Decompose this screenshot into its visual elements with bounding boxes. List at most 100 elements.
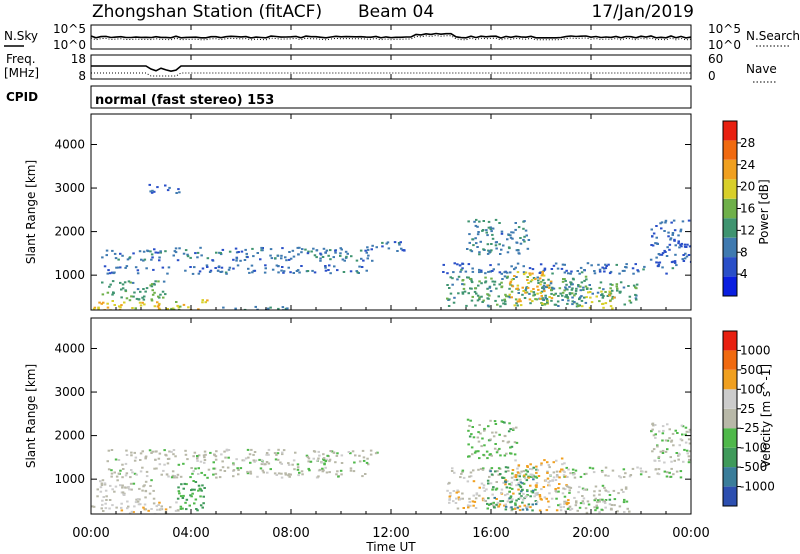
velocity-cell — [362, 456, 366, 459]
velocity-cell — [152, 497, 156, 500]
velocity-cell — [568, 505, 572, 508]
velocity-cell — [669, 456, 672, 459]
power-cell — [604, 291, 607, 293]
power-cell — [495, 287, 498, 290]
velocity-cell — [258, 458, 261, 461]
power-cell — [324, 266, 327, 269]
power-cell — [543, 290, 546, 293]
power-cell — [259, 258, 262, 261]
velocity-cell — [284, 472, 287, 475]
power-cell — [375, 246, 378, 249]
power-cell — [282, 270, 286, 273]
power-cell — [655, 225, 658, 227]
power-colorbar-tick-label: 28 — [740, 136, 755, 150]
velocity-cell — [523, 504, 526, 507]
velocity-cell — [540, 462, 543, 465]
nsearch-trace — [90, 34, 692, 41]
power-cell — [206, 257, 210, 260]
power-cell — [486, 293, 489, 296]
velocity-cell — [519, 481, 522, 484]
velocity-cell — [196, 509, 199, 512]
velocity-cell — [127, 505, 130, 508]
velocity-cell — [466, 418, 470, 421]
power-cell — [470, 279, 473, 282]
velocity-cell — [91, 505, 94, 508]
power-cell — [480, 282, 483, 285]
power-cell — [515, 241, 519, 244]
power-cell — [517, 300, 520, 303]
x-tick-label: 16:00 — [472, 526, 509, 541]
power-cell — [219, 271, 222, 273]
power-cell — [666, 246, 669, 249]
velocity-cell — [470, 446, 474, 449]
power-cell — [516, 284, 520, 287]
power-cell — [150, 258, 153, 261]
velocity-cell — [545, 509, 549, 512]
power-cell — [674, 244, 677, 247]
velocity-cell — [604, 489, 607, 492]
power-cell — [571, 283, 574, 286]
velocity-cell — [687, 455, 691, 458]
velocity-cell — [543, 459, 546, 462]
velocity-cell — [482, 486, 485, 489]
power-cell — [608, 272, 612, 275]
power-cell — [657, 261, 661, 264]
velocity-cell — [511, 508, 514, 511]
velocity-cell — [612, 489, 616, 492]
velocity-cell — [563, 462, 566, 465]
velocity-cell — [688, 428, 691, 431]
velocity-cell — [468, 497, 471, 500]
power-cell — [577, 284, 580, 286]
power-cell — [487, 226, 491, 229]
power-cell — [660, 227, 663, 230]
velocity-cell — [493, 506, 496, 509]
velocity-cell — [157, 457, 161, 460]
power-cell — [580, 271, 584, 274]
power-cell — [565, 283, 568, 286]
velocity-cell — [501, 477, 505, 479]
velocity-cell — [202, 495, 205, 498]
velocity-cell — [598, 500, 601, 503]
power-cell — [687, 219, 691, 222]
power-cell — [143, 303, 146, 306]
power-cell — [582, 286, 585, 289]
velocity-cell — [613, 498, 617, 501]
velocity-cell — [223, 450, 226, 453]
power-cell — [204, 301, 207, 304]
velocity-cell — [129, 482, 133, 485]
velocity-cell — [674, 429, 677, 432]
power-cell — [542, 279, 545, 282]
velocity-cell — [620, 488, 623, 491]
power-cell — [235, 257, 239, 260]
velocity-colorbar-label: Velocity [m s^-1] — [759, 364, 773, 468]
velocity-cell — [628, 475, 632, 478]
power-colorbar-swatch — [723, 257, 737, 277]
power-cell — [519, 237, 522, 239]
power-cell — [673, 229, 677, 232]
power-cell — [580, 299, 584, 302]
velocity-cell — [455, 491, 458, 494]
velocity-cell — [500, 420, 503, 423]
velocity-cell — [510, 445, 514, 448]
power-cell — [552, 293, 556, 296]
power-cell — [101, 281, 104, 284]
power-cell — [275, 264, 279, 267]
power-cell — [600, 290, 603, 293]
power-cell — [136, 269, 140, 272]
power-cell — [506, 238, 509, 241]
power-cell — [485, 231, 488, 234]
power-cell — [541, 270, 544, 273]
power-cell — [343, 259, 346, 262]
velocity-cell — [265, 461, 269, 463]
velocity-ylabel: Slant Range [km] — [24, 364, 38, 468]
velocity-cell — [110, 472, 114, 475]
power-cell — [306, 252, 310, 255]
power-cell — [552, 264, 556, 267]
velocity-cell — [121, 486, 124, 489]
velocity-cell — [126, 500, 129, 503]
power-cell — [605, 265, 608, 267]
velocity-cell — [574, 504, 578, 507]
velocity-cell — [482, 498, 486, 501]
power-cell — [254, 305, 257, 308]
power-cell — [623, 303, 626, 306]
